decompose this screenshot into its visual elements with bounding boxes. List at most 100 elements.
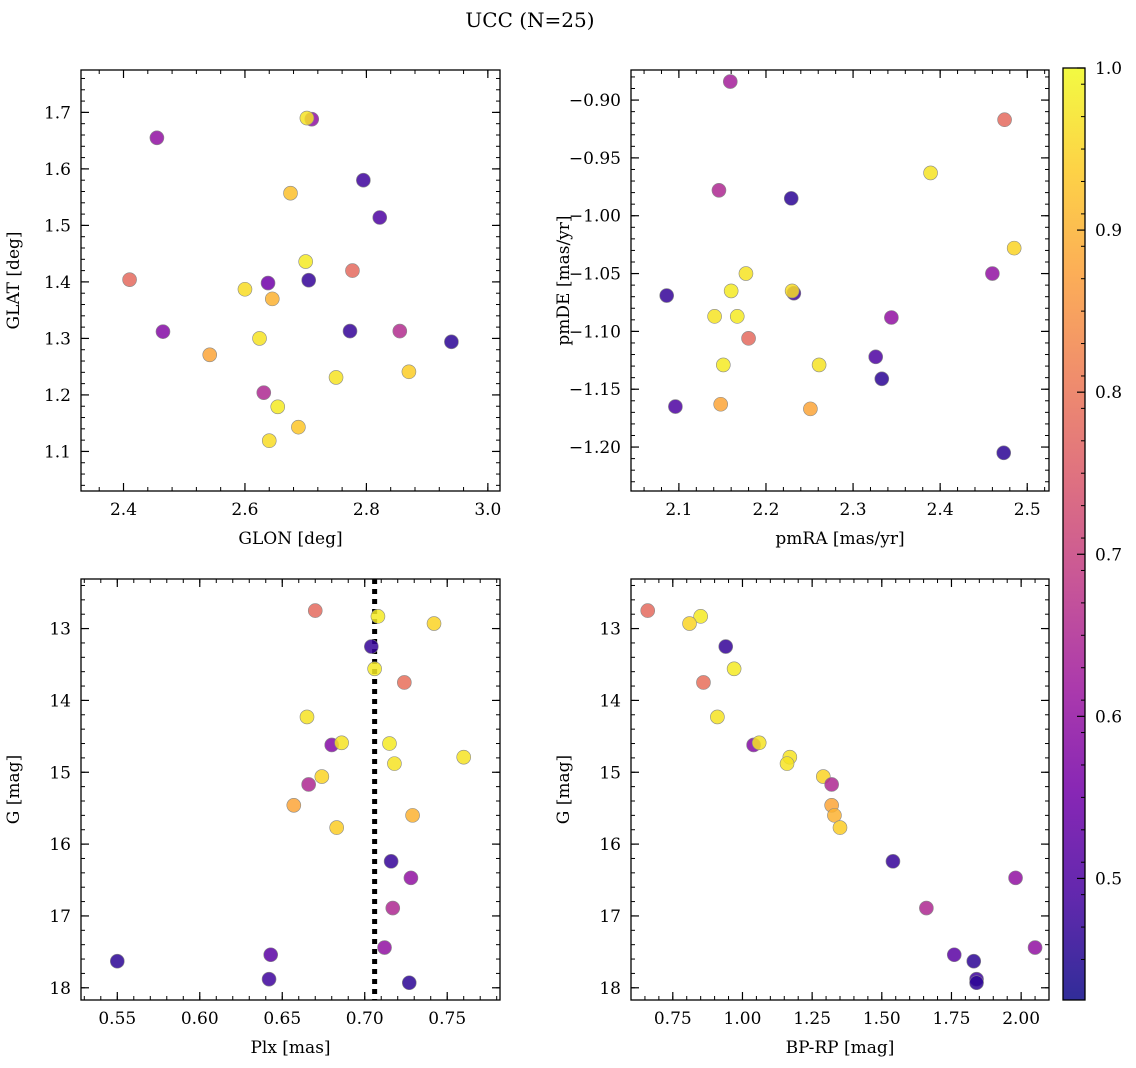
scatter-point <box>237 281 253 297</box>
scatter-point <box>996 445 1012 461</box>
x-axis-label: Plx [mas] <box>250 1038 330 1058</box>
y-tick-label: 1.7 <box>44 103 71 123</box>
scatter-point <box>741 331 756 346</box>
y-axis-label: GLAT [deg] <box>4 231 24 329</box>
scatter-point <box>401 364 417 380</box>
scatter-point <box>811 357 827 373</box>
scatter-point <box>722 74 738 89</box>
x-tick-label: 1.75 <box>933 1009 971 1029</box>
colorbar-tick-label: 1.0 <box>1095 59 1122 79</box>
panel-pmra_pmde: 2.1 2.2 2.3 2.4 2.5 −0.90 −0.95 −1.00 −1.05 −1.10… <box>554 69 1050 549</box>
scatter-point <box>726 661 742 677</box>
scatter-point <box>392 323 408 339</box>
colorbar-fill <box>1063 68 1085 1000</box>
scatter-point <box>307 603 323 618</box>
scatter-point <box>713 396 728 412</box>
panel-plx_g: 0.55 0.60 0.65 0.70 0.75 13 14 15 16 17 18 Plx [mas… <box>4 578 501 1058</box>
axes-frame <box>80 578 501 1001</box>
figure-title: UCC (N=25) <box>465 8 594 32</box>
scatter-point <box>716 357 731 373</box>
scatter-point <box>299 110 315 126</box>
scatter-point <box>693 609 708 624</box>
scatter-point <box>824 777 839 792</box>
y-tick-label: 16 <box>49 835 71 855</box>
scatter-point <box>729 309 745 324</box>
scatter-point <box>387 756 402 771</box>
y-tick-label: 14 <box>599 691 621 711</box>
y-tick-label: 14 <box>49 691 71 711</box>
colorbar: 0.5 0.6 0.7 0.8 0.9 1.0 <box>1062 59 1122 1001</box>
scatter-point <box>668 399 683 414</box>
y-tick-label: 18 <box>49 979 71 999</box>
scatter-point <box>367 661 382 677</box>
scatter-point <box>1006 240 1022 256</box>
scatter-point <box>885 854 901 869</box>
scatter-point <box>202 347 218 363</box>
scatter-point <box>868 349 884 365</box>
scatter-point <box>301 777 316 792</box>
scatter-point <box>779 756 795 771</box>
colorbar-tick-label: 0.8 <box>1095 383 1122 403</box>
scatter-point <box>444 334 459 350</box>
x-tick-label: 2.8 <box>353 500 380 520</box>
scatter-point <box>291 419 306 435</box>
scatter-point <box>377 940 392 955</box>
scatter-point <box>751 735 767 751</box>
x-axis-label: pmRA [mas/yr] <box>775 529 904 549</box>
scatter-point <box>696 675 711 690</box>
y-tick-label: 18 <box>599 979 621 999</box>
x-tick-label: 0.75 <box>428 1009 466 1029</box>
scatter-point <box>884 310 899 325</box>
scatter-point <box>783 191 799 206</box>
y-tick-label: 1.4 <box>44 273 71 293</box>
x-axis-label: GLON [deg] <box>238 529 342 549</box>
y-tick-label: −0.90 <box>569 91 621 111</box>
y-tick-label: −1.15 <box>569 380 621 400</box>
x-tick-label: 2.4 <box>927 500 954 520</box>
x-tick-label: 1.00 <box>724 1009 762 1029</box>
y-tick-label: 1.6 <box>44 160 71 180</box>
y-tick-label: 15 <box>49 763 71 783</box>
panel-glon_glat: 2.4 2.6 2.8 3.0 1.1 1.2 1.3 1.4 1.5 1.6 1.7 GLON [d… <box>4 69 501 549</box>
y-tick-label: −1.10 <box>569 322 621 342</box>
y-tick-label: 1.5 <box>44 216 71 236</box>
scatter-point <box>345 263 360 278</box>
scatter-point <box>718 639 734 654</box>
scatter-point <box>919 900 934 916</box>
scatter-point <box>426 616 442 631</box>
colorbar-frame <box>1062 67 1086 1001</box>
y-tick-label: 15 <box>599 763 621 783</box>
x-tick-label: 0.65 <box>263 1009 301 1029</box>
scatter-point <box>682 616 697 631</box>
scatter-point <box>299 709 315 725</box>
x-tick-label: 2.1 <box>665 500 692 520</box>
x-tick-label: 2.4 <box>110 500 137 520</box>
y-tick-label: −1.20 <box>569 438 621 458</box>
x-tick-label: 2.00 <box>1002 1009 1040 1029</box>
y-axis-label: G [mag] <box>4 755 24 824</box>
x-tick-label: 3.0 <box>474 500 501 520</box>
colorbar-tick-label: 0.5 <box>1095 869 1122 889</box>
scatter-point <box>283 185 298 201</box>
scatter-point <box>298 254 313 269</box>
scatter-point <box>401 975 417 991</box>
scatter-point <box>707 309 722 324</box>
axes-frame <box>630 69 1050 492</box>
scatter-point <box>827 808 842 823</box>
scatter-point <box>155 324 171 339</box>
scatter-point <box>286 798 302 813</box>
scatter-point <box>946 947 962 963</box>
scatter-point <box>966 953 982 969</box>
x-tick-label: 0.75 <box>654 1009 692 1029</box>
axes-frame <box>80 69 501 492</box>
scatter-point <box>803 401 818 417</box>
scatter-point <box>109 953 125 969</box>
scatter-point <box>261 971 277 987</box>
scatter-point <box>263 947 279 963</box>
y-tick-label: 16 <box>599 835 621 855</box>
scatter-point <box>149 130 165 146</box>
scatter-point <box>738 266 754 281</box>
scatter-point <box>640 603 656 618</box>
y-tick-label: 17 <box>49 907 71 927</box>
scatter-point <box>252 331 267 346</box>
